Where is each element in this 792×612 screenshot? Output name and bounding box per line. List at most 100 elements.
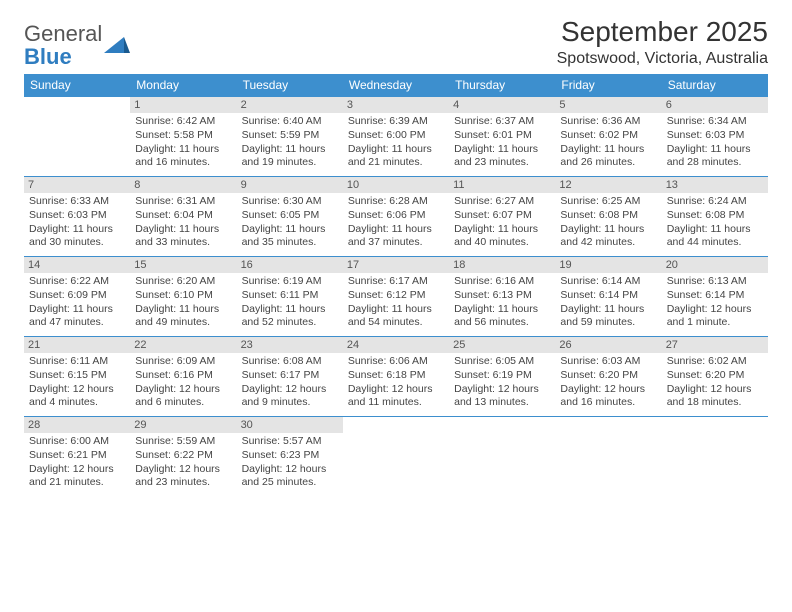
daylight-text: Daylight: 11 hours and 40 minutes. [454,223,550,250]
daylight-text: Daylight: 11 hours and 30 minutes. [29,223,125,250]
calendar-day: 24Sunrise: 6:06 AMSunset: 6:18 PMDayligh… [343,337,449,417]
calendar-day-empty [449,417,555,497]
daylight-text: Daylight: 12 hours and 18 minutes. [667,383,763,410]
daylight-text: Daylight: 11 hours and 56 minutes. [454,303,550,330]
logo: General Blue [24,16,132,68]
daylight-text: Daylight: 12 hours and 4 minutes. [29,383,125,410]
sunrise-text: Sunrise: 6:24 AM [667,195,763,209]
daylight-text: Daylight: 11 hours and 59 minutes. [560,303,656,330]
calendar-day: 5Sunrise: 6:36 AMSunset: 6:02 PMDaylight… [555,97,661,177]
daylight-text: Daylight: 11 hours and 16 minutes. [135,143,231,170]
weekday-header: Monday [130,74,236,97]
sunset-text: Sunset: 6:12 PM [348,289,444,303]
sunset-text: Sunset: 6:09 PM [29,289,125,303]
sunset-text: Sunset: 6:01 PM [454,129,550,143]
weekday-header: Wednesday [343,74,449,97]
day-number: 20 [662,257,768,273]
sunrise-text: Sunrise: 6:34 AM [667,115,763,129]
day-number: 2 [237,97,343,113]
sunset-text: Sunset: 6:18 PM [348,369,444,383]
day-number: 11 [449,177,555,193]
sunset-text: Sunset: 6:16 PM [135,369,231,383]
calendar-week: 28Sunrise: 6:00 AMSunset: 6:21 PMDayligh… [24,417,768,497]
sunrise-text: Sunrise: 5:59 AM [135,435,231,449]
calendar-week: 7Sunrise: 6:33 AMSunset: 6:03 PMDaylight… [24,177,768,257]
daylight-text: Daylight: 11 hours and 44 minutes. [667,223,763,250]
sunset-text: Sunset: 6:14 PM [667,289,763,303]
logo-triangle-icon [104,37,132,55]
sunset-text: Sunset: 6:05 PM [242,209,338,223]
calendar-day: 16Sunrise: 6:19 AMSunset: 6:11 PMDayligh… [237,257,343,337]
sunset-text: Sunset: 6:17 PM [242,369,338,383]
logo-line2: Blue [24,44,72,69]
sunrise-text: Sunrise: 6:28 AM [348,195,444,209]
weekday-header: Tuesday [237,74,343,97]
sunset-text: Sunset: 6:06 PM [348,209,444,223]
calendar-day: 22Sunrise: 6:09 AMSunset: 6:16 PMDayligh… [130,337,236,417]
calendar-day-empty [24,97,130,177]
calendar-day-empty [662,417,768,497]
sunrise-text: Sunrise: 6:40 AM [242,115,338,129]
sunrise-text: Sunrise: 6:42 AM [135,115,231,129]
sunrise-text: Sunrise: 6:11 AM [29,355,125,369]
daylight-text: Daylight: 11 hours and 49 minutes. [135,303,231,330]
calendar-body: 1Sunrise: 6:42 AMSunset: 5:58 PMDaylight… [24,97,768,497]
calendar-day: 30Sunrise: 5:57 AMSunset: 6:23 PMDayligh… [237,417,343,497]
calendar-day: 7 Sunrise: 6:33 AMSunset: 6:03 PMDaylight… [24,177,130,257]
sunrise-text: Sunrise: 6:33 AM [29,195,125,209]
sunrise-text: Sunrise: 6:19 AM [242,275,338,289]
logo-text: General Blue [24,22,102,68]
day-number: 26 [555,337,661,353]
sunset-text: Sunset: 6:22 PM [135,449,231,463]
sunrise-text: Sunrise: 6:22 AM [29,275,125,289]
calendar-day: 13Sunrise: 6:24 AMSunset: 6:08 PMDayligh… [662,177,768,257]
sunset-text: Sunset: 6:03 PM [29,209,125,223]
sunrise-text: Sunrise: 6:31 AM [135,195,231,209]
day-number: 6 [662,97,768,113]
calendar-week: 21Sunrise: 6:11 AMSunset: 6:15 PMDayligh… [24,337,768,417]
day-number: 14 [24,257,130,273]
calendar-day: 18Sunrise: 6:16 AMSunset: 6:13 PMDayligh… [449,257,555,337]
daylight-text: Daylight: 12 hours and 25 minutes. [242,463,338,490]
calendar-day: 17Sunrise: 6:17 AMSunset: 6:12 PMDayligh… [343,257,449,337]
title-block: September 2025 Spotswood, Victoria, Aust… [557,16,768,68]
page-title: September 2025 [557,16,768,48]
sunrise-text: Sunrise: 6:08 AM [242,355,338,369]
sunrise-text: Sunrise: 6:05 AM [454,355,550,369]
sunset-text: Sunset: 6:21 PM [29,449,125,463]
sunrise-text: Sunrise: 6:39 AM [348,115,444,129]
sunrise-text: Sunrise: 6:06 AM [348,355,444,369]
calendar-head: SundayMondayTuesdayWednesdayThursdayFrid… [24,74,768,97]
day-number: 21 [24,337,130,353]
daylight-text: Daylight: 11 hours and 33 minutes. [135,223,231,250]
sunset-text: Sunset: 6:04 PM [135,209,231,223]
sunset-text: Sunset: 6:19 PM [454,369,550,383]
daylight-text: Daylight: 12 hours and 1 minute. [667,303,763,330]
sunrise-text: Sunrise: 6:16 AM [454,275,550,289]
sunrise-text: Sunrise: 6:30 AM [242,195,338,209]
daylight-text: Daylight: 12 hours and 13 minutes. [454,383,550,410]
sunset-text: Sunset: 6:23 PM [242,449,338,463]
day-number: 7 [24,177,130,193]
calendar-day: 8Sunrise: 6:31 AMSunset: 6:04 PMDaylight… [130,177,236,257]
daylight-text: Daylight: 11 hours and 19 minutes. [242,143,338,170]
day-number: 29 [130,417,236,433]
daylight-text: Daylight: 11 hours and 21 minutes. [348,143,444,170]
sunset-text: Sunset: 6:02 PM [560,129,656,143]
sunrise-text: Sunrise: 6:25 AM [560,195,656,209]
weekday-header: Thursday [449,74,555,97]
day-number: 5 [555,97,661,113]
weekday-header: Saturday [662,74,768,97]
day-number: 23 [237,337,343,353]
daylight-text: Daylight: 11 hours and 23 minutes. [454,143,550,170]
sunrise-text: Sunrise: 6:13 AM [667,275,763,289]
calendar-day-empty [555,417,661,497]
sunrise-text: Sunrise: 6:37 AM [454,115,550,129]
sunrise-text: Sunrise: 6:09 AM [135,355,231,369]
calendar-day: 4Sunrise: 6:37 AMSunset: 6:01 PMDaylight… [449,97,555,177]
day-number: 1 [130,97,236,113]
calendar-day: 26Sunrise: 6:03 AMSunset: 6:20 PMDayligh… [555,337,661,417]
sunset-text: Sunset: 6:14 PM [560,289,656,303]
calendar-day: 10Sunrise: 6:28 AMSunset: 6:06 PMDayligh… [343,177,449,257]
day-number: 18 [449,257,555,273]
